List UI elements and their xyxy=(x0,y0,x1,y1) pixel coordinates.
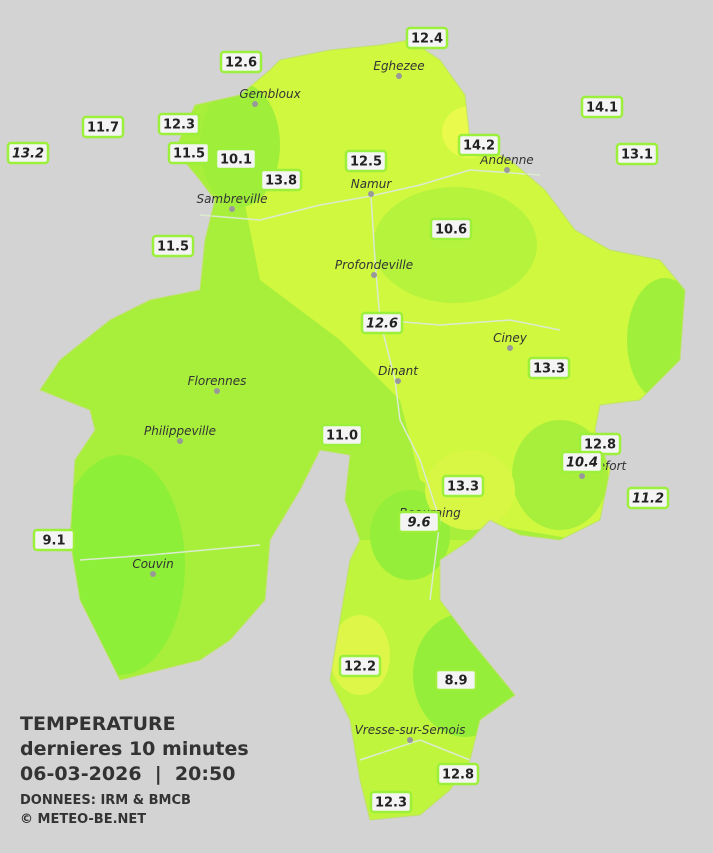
station-value: 9.6 xyxy=(407,516,430,531)
city-layer: Eghezee Gembloux Andenne Namur Sambreville Pr… xyxy=(132,59,628,743)
station-box xyxy=(151,234,195,258)
city-dot xyxy=(177,438,183,444)
station-value: 14.2 xyxy=(463,139,495,154)
title: TEMPERATURE xyxy=(20,713,176,735)
station-box xyxy=(527,356,571,380)
city-label: Couvin xyxy=(132,557,173,571)
city-label: Philippeville xyxy=(144,424,216,438)
station-box xyxy=(6,141,50,165)
city-dot xyxy=(214,388,220,394)
station-layer: 12.4 12.6 11.7 12.3 14.1 13.2 11.5 10.1 12.5 14.2… xyxy=(6,26,670,814)
city-label: Namur xyxy=(351,177,393,191)
station-box xyxy=(580,95,624,119)
station-box xyxy=(397,510,441,534)
station-value: 11.5 xyxy=(157,240,189,255)
station-box xyxy=(259,168,303,192)
station-value: 12.5 xyxy=(350,155,382,170)
city-dot xyxy=(371,272,377,278)
city-dot xyxy=(407,737,413,743)
city-label: Gembloux xyxy=(239,87,301,101)
city-dot xyxy=(368,191,374,197)
station-box xyxy=(434,668,478,692)
timestamp: 06-03-2026 | 20:50 xyxy=(20,763,235,785)
station-value: 13.1 xyxy=(621,148,653,163)
station-value: 12.4 xyxy=(411,32,443,47)
station-box xyxy=(344,149,388,173)
city-dot xyxy=(150,571,156,577)
station-value: 13.3 xyxy=(533,362,565,377)
station-value: 11.0 xyxy=(326,429,358,444)
subtitle: dernieres 10 minutes xyxy=(20,738,249,760)
station-value: 14.1 xyxy=(586,101,618,116)
station-box xyxy=(615,142,659,166)
station-value: 9.1 xyxy=(42,534,65,549)
city-dot xyxy=(229,206,235,212)
city-label: Eghezee xyxy=(373,59,424,73)
city-dot xyxy=(395,378,401,384)
station-box xyxy=(405,26,449,50)
station-box xyxy=(441,474,485,498)
station-box xyxy=(32,528,76,552)
station-box xyxy=(81,115,125,139)
city-dot xyxy=(252,101,258,107)
copyright: © METEO-BE.NET xyxy=(20,812,146,827)
station-value: 10.6 xyxy=(435,223,467,238)
station-box xyxy=(429,217,473,241)
station-value: 13.2 xyxy=(12,147,44,162)
station-value: 11.7 xyxy=(87,121,119,136)
city-dot xyxy=(579,473,585,479)
city-label: Andenne xyxy=(479,153,533,167)
station-value: 8.9 xyxy=(444,674,467,689)
station-value: 11.5 xyxy=(173,147,205,162)
station-box xyxy=(219,50,263,74)
station-value: 12.6 xyxy=(366,317,398,332)
station-value: 12.2 xyxy=(344,660,376,675)
station-box xyxy=(320,423,364,447)
station-value: 12.3 xyxy=(375,796,407,811)
city-dot xyxy=(507,345,513,351)
city-label: Florennes xyxy=(188,374,247,388)
station-value: 13.8 xyxy=(265,174,297,189)
station-box xyxy=(436,762,480,786)
city-label: Dinant xyxy=(378,364,419,378)
station-box xyxy=(157,112,201,136)
station-value: 12.6 xyxy=(225,56,257,71)
city-label: Ciney xyxy=(493,331,528,345)
city-dot xyxy=(504,167,510,173)
station-box xyxy=(167,141,211,165)
station-value: 12.3 xyxy=(163,118,195,133)
station-box xyxy=(626,486,670,510)
station-box xyxy=(214,147,258,171)
source: DONNEES: IRM & BMCB xyxy=(20,793,191,808)
city-label: Sambreville xyxy=(196,192,267,206)
station-box xyxy=(338,654,382,678)
station-box xyxy=(360,311,404,335)
station-box xyxy=(457,133,501,157)
station-value: 12.8 xyxy=(584,438,616,453)
station-value: 10.1 xyxy=(220,153,252,168)
station-value: 10.4 xyxy=(566,456,598,471)
city-label: Vresse-sur-Semois xyxy=(355,723,466,737)
city-dot xyxy=(396,73,402,79)
station-value: 12.8 xyxy=(442,768,474,783)
station-box xyxy=(560,450,604,474)
city-label: Profondeville xyxy=(335,258,413,272)
station-value: 13.3 xyxy=(447,480,479,495)
station-value: 11.2 xyxy=(632,492,664,507)
station-box xyxy=(369,790,413,814)
